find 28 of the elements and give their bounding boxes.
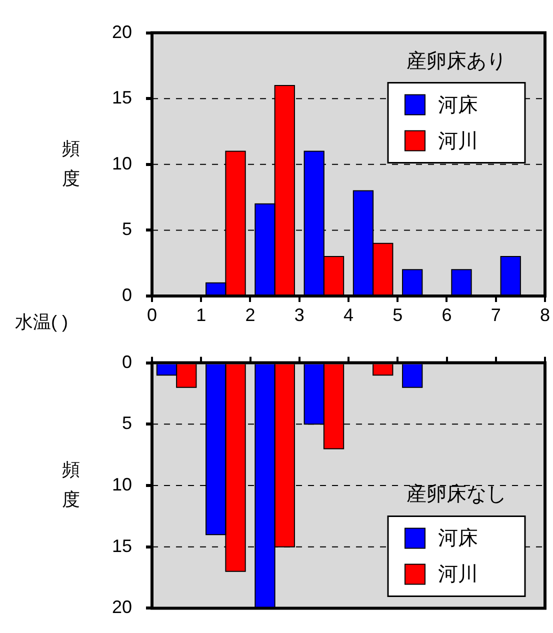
annotation: 産卵床あり <box>406 50 506 72</box>
y-tick-label: 15 <box>112 88 132 108</box>
x-tick-label: 8 <box>540 304 550 325</box>
x-tick-label: 5 <box>392 304 403 325</box>
x-tick-label: 0 <box>146 304 158 325</box>
legend-label: 河川 <box>438 564 478 586</box>
y-tick-label: 5 <box>122 413 132 434</box>
y-tick-label: 0 <box>122 352 132 372</box>
x-tick-label: 2 <box>245 304 256 325</box>
legend-label: 河床 <box>438 94 478 116</box>
x-tick-label: 4 <box>343 304 354 325</box>
y-axis-title: 頻度 <box>62 138 80 188</box>
x-tick-label: 7 <box>490 304 501 325</box>
x-axis-title: 水温( ) <box>15 312 68 332</box>
x-tick-label: 1 <box>196 304 206 325</box>
y-tick-label: 20 <box>112 22 132 42</box>
y-tick-label: 0 <box>122 284 132 305</box>
y-tick-label: 10 <box>112 153 132 174</box>
y-axis-title: 頻度 <box>62 459 80 510</box>
y-tick-label: 5 <box>122 219 132 240</box>
x-tick-label: 3 <box>294 304 304 325</box>
legend-label: 河川 <box>438 130 478 152</box>
x-tick-label: 6 <box>442 304 452 325</box>
y-tick-label: 15 <box>112 536 132 556</box>
y-tick-label: 10 <box>112 474 132 494</box>
y-tick-label: 20 <box>112 597 132 618</box>
legend-label: 河床 <box>438 528 478 550</box>
annotation: 産卵床なし <box>406 484 506 506</box>
